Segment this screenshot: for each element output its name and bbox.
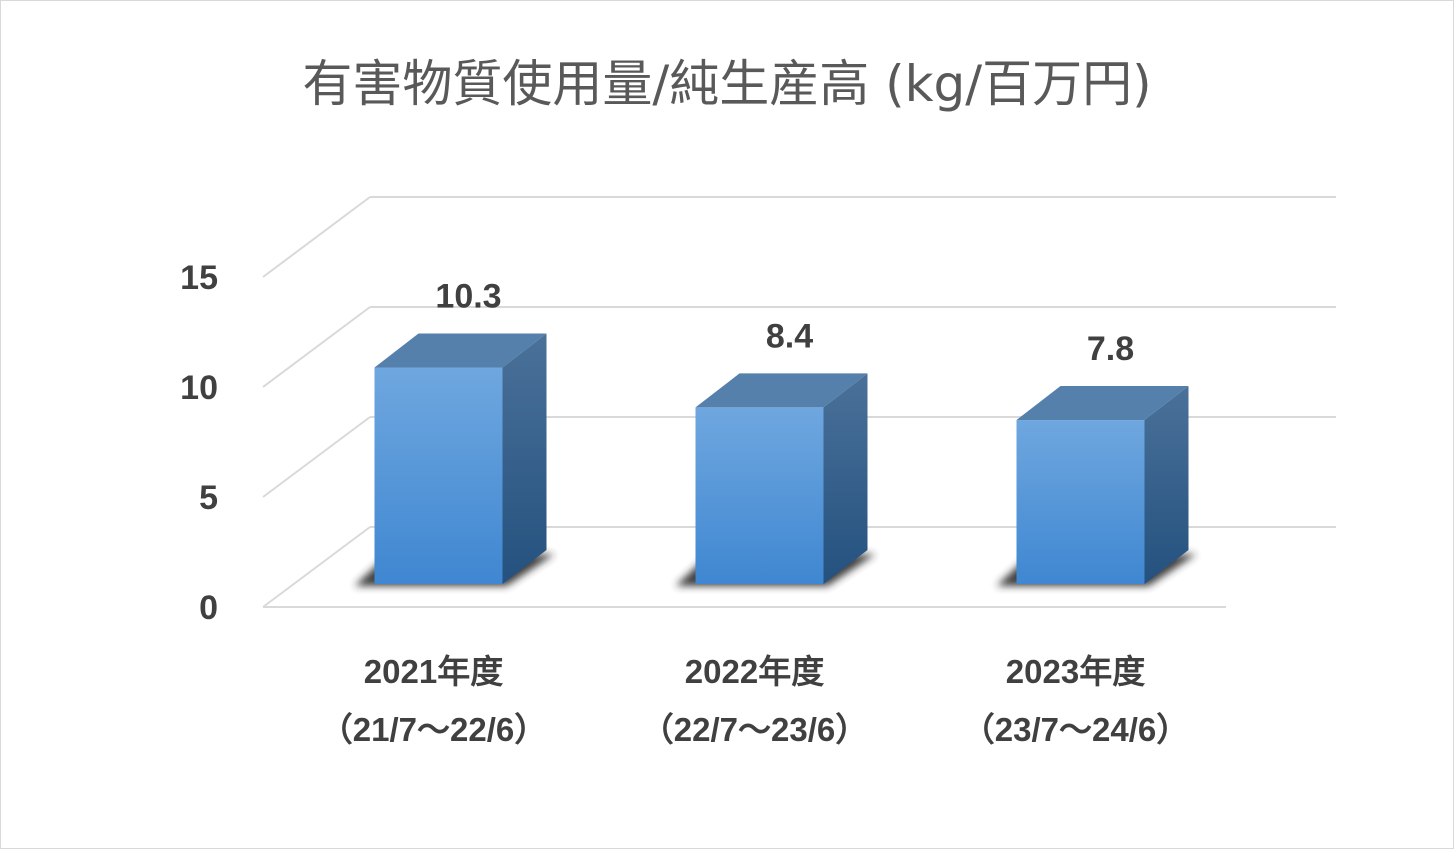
y-tick-label: 0 [199,589,218,627]
y-tick-label: 15 [180,259,218,297]
bar-top [695,373,868,408]
y-tick-label: 5 [199,479,218,517]
bar [374,367,503,584]
bars [354,333,1197,586]
data-label: 8.4 [766,317,813,355]
bar-side [823,373,868,584]
grid-depth-line [262,526,371,608]
bar-side [502,333,547,584]
x-tick-label: （22/7～23/6） [641,711,868,748]
x-tick-label: 2023年度 [1006,653,1145,690]
grid-depth-line [262,416,371,498]
chart-title: 有害物質使用量/純生産高 (kg/百万円) [302,55,1152,113]
labels: 0 5 10 15 10.3 2021年度 （21/7～22/6） 8.4 2022年度 （22/… [180,259,1189,748]
data-label: 10.3 [435,277,501,315]
bar-side [1144,386,1189,584]
data-label: 7.8 [1087,330,1134,368]
bar-top [374,333,547,368]
x-tick-label: 2021年度 [364,653,503,690]
grid-depth-line [262,196,371,278]
bar [695,407,824,584]
x-tick-label: （21/7～22/6） [320,711,547,748]
bar-top [1016,386,1189,421]
x-tick-label: （23/7～24/6） [962,711,1189,748]
y-tick-label: 10 [180,369,218,407]
bar [1016,420,1145,584]
grid-depth-line [262,306,371,388]
x-tick-label: 2022年度 [685,653,824,690]
